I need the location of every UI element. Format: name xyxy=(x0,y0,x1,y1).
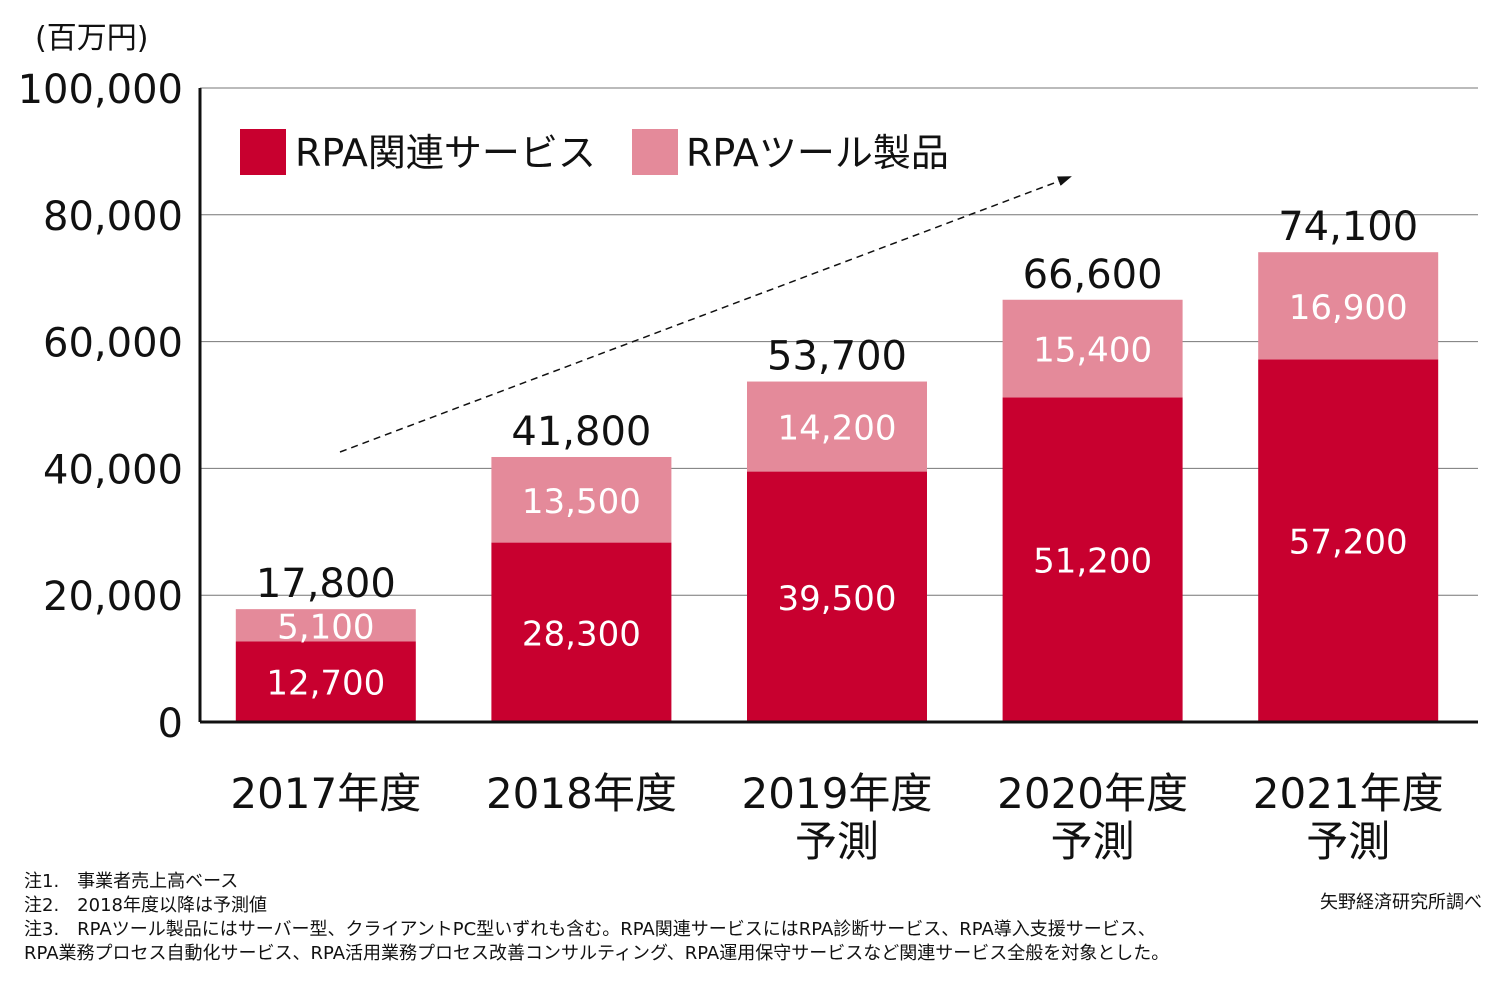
axes xyxy=(198,88,1478,724)
x-category-label: 予測 xyxy=(1051,817,1135,865)
bar-segment xyxy=(235,641,416,722)
x-category-label: 2017年度 xyxy=(230,769,421,818)
data-label: 13,500 xyxy=(522,482,641,522)
bar-segment xyxy=(1258,252,1439,360)
note-3: 注3. RPAツール製品にはサーバー型、クライアントPC型いずれも含む。RPA関… xyxy=(24,919,1156,940)
x-category-label: 2021年度 xyxy=(1253,769,1444,818)
y-tick-label: 0 xyxy=(158,701,183,747)
y-tick-label: 40,000 xyxy=(43,447,183,493)
bar-segment xyxy=(491,456,672,543)
data-label: 14,200 xyxy=(778,409,897,449)
y-tick-label: 100,000 xyxy=(18,67,183,113)
x-category-label: 予測 xyxy=(795,817,879,865)
legend-label: RPA関連サービス xyxy=(295,131,596,175)
y-tick-labels: 0 20,000 40,000 60,000 80,000 100,000 xyxy=(18,67,183,747)
y-tick-label: 80,000 xyxy=(43,194,183,240)
data-label: 28,300 xyxy=(522,614,641,654)
legend-label: RPAツール製品 xyxy=(686,131,949,175)
total-label: 53,700 xyxy=(767,334,907,380)
y-tick-label: 60,000 xyxy=(43,321,183,367)
bar-segment xyxy=(1002,299,1183,398)
data-label: 16,900 xyxy=(1289,288,1408,328)
trend-arrow xyxy=(339,176,1072,453)
total-label: 17,800 xyxy=(256,561,396,607)
data-label: 39,500 xyxy=(778,579,897,619)
x-category-label: 予測 xyxy=(1306,817,1390,865)
x-category-label: 2018年度 xyxy=(486,769,677,818)
data-label: 51,200 xyxy=(1033,542,1152,582)
note-1: 注1. 事業者売上高ベース xyxy=(24,871,239,892)
source-credit: 矢野経済研究所調べ xyxy=(1320,892,1482,913)
legend-swatch xyxy=(632,129,678,175)
note-3-continued: RPA業務プロセス自動化サービス、RPA活用業務プロセス改善コンサルティング、R… xyxy=(24,943,1170,964)
bar-segment xyxy=(1002,397,1183,722)
x-category-label: 2020年度 xyxy=(997,769,1188,818)
unit-label: (百万円) xyxy=(35,21,148,56)
legend-swatch xyxy=(240,129,286,175)
data-label: 12,700 xyxy=(266,664,385,704)
note-2: 注2. 2018年度以降は予測値 xyxy=(24,895,267,916)
legend: RPA関連サービス RPAツール製品 xyxy=(240,129,949,175)
total-label: 74,100 xyxy=(1278,204,1418,250)
data-label: 57,200 xyxy=(1289,523,1408,563)
bar-segment xyxy=(1258,359,1439,722)
notes: 注1. 事業者売上高ベース 注2. 2018年度以降は予測値 注3. RPAツー… xyxy=(24,870,1169,966)
data-label: 5,100 xyxy=(277,607,374,647)
total-label: 66,600 xyxy=(1023,252,1163,298)
y-tick-label: 20,000 xyxy=(43,574,183,620)
x-category-label: 2019年度 xyxy=(742,769,933,818)
bar-segment xyxy=(747,471,927,722)
total-label: 41,800 xyxy=(511,409,651,455)
bar-segment xyxy=(491,542,672,722)
data-label: 15,400 xyxy=(1033,331,1152,371)
bar-segment xyxy=(747,381,927,472)
bar-segment xyxy=(235,609,416,642)
